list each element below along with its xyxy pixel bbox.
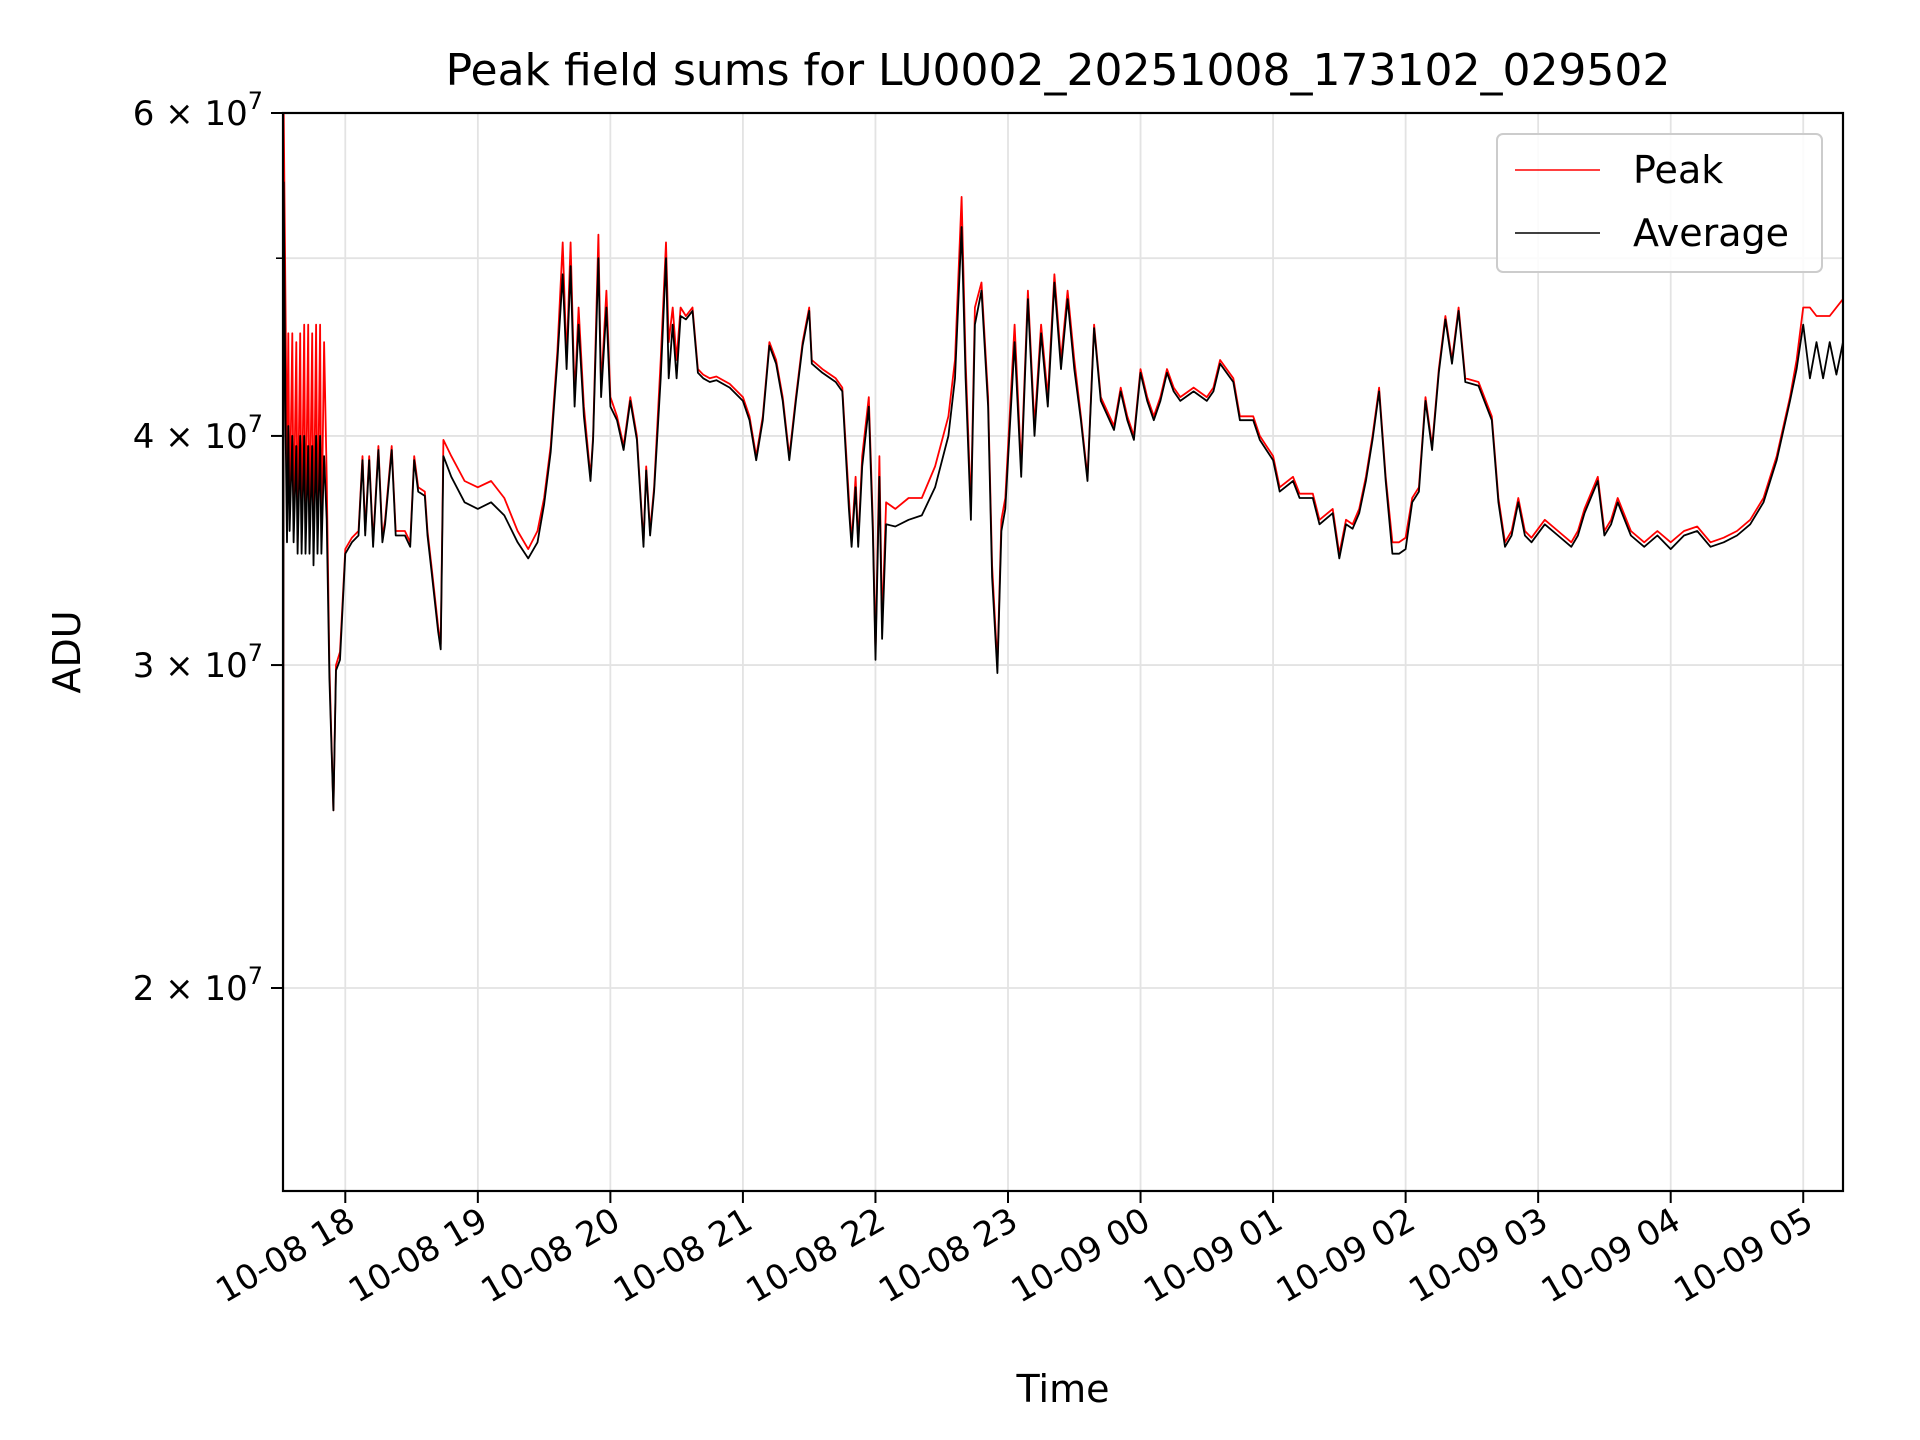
legend: Peak Average	[1496, 133, 1823, 273]
y-tick-label: 6 × 107	[133, 87, 263, 134]
legend-label-average: Average	[1633, 211, 1789, 255]
chart-title: Peak field sums for LU0002_20251008_1731…	[446, 45, 1671, 96]
y-tick-label: 4 × 107	[133, 410, 263, 457]
y-tick-label: 2 × 107	[133, 962, 263, 1009]
y-tick-label: 3 × 107	[133, 639, 263, 686]
y-axis: 2 × 107 3 × 107 4 × 107 6 × 107	[133, 87, 283, 1009]
plot-lines	[283, 113, 1843, 1166]
legend-label-peak: Peak	[1633, 148, 1723, 192]
x-axis-label: Time	[1016, 1367, 1110, 1411]
series-line-average	[283, 181, 1843, 1166]
y-axis-label: ADU	[45, 610, 89, 693]
legend-box	[1496, 133, 1823, 273]
plot-frame	[281, 111, 1845, 1193]
